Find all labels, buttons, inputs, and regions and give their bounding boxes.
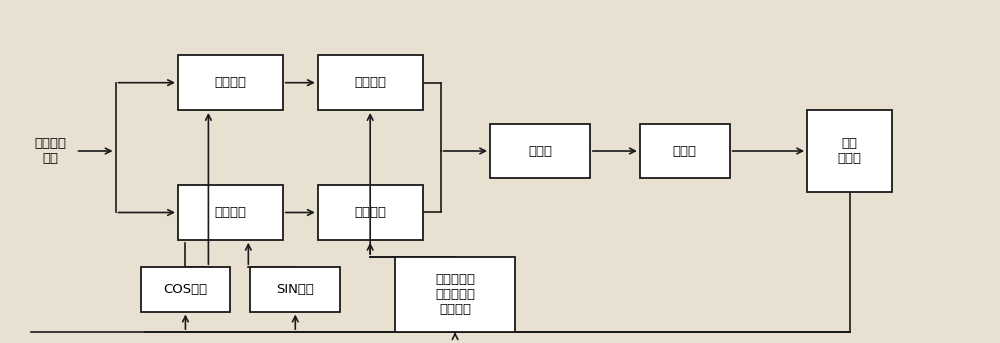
Bar	[178, 185, 283, 240]
Text: 解调模块: 解调模块	[214, 76, 246, 89]
Bar	[640, 124, 730, 178]
Text: COS查表: COS查表	[163, 283, 208, 296]
Text: 数字中频
信号: 数字中频 信号	[35, 137, 67, 165]
Text: 滤波器: 滤波器	[673, 144, 697, 157]
Text: 本地直扩码
和跳频图案
产生模块: 本地直扩码 和跳频图案 产生模块	[435, 273, 475, 316]
Bar	[490, 124, 590, 178]
Text: SIN查表: SIN查表	[276, 283, 314, 296]
Bar	[141, 267, 230, 311]
Text: 解调模块: 解调模块	[214, 206, 246, 219]
Text: 解扩模块: 解扩模块	[354, 206, 386, 219]
Bar	[807, 110, 892, 192]
Bar	[178, 55, 283, 110]
Bar	[318, 185, 423, 240]
Text: 鉴频器: 鉴频器	[528, 144, 552, 157]
Bar	[318, 55, 423, 110]
Bar	[250, 267, 340, 311]
Bar	[395, 257, 515, 332]
Text: 解扩模块: 解扩模块	[354, 76, 386, 89]
Text: 数控
振荡器: 数控 振荡器	[838, 137, 862, 165]
